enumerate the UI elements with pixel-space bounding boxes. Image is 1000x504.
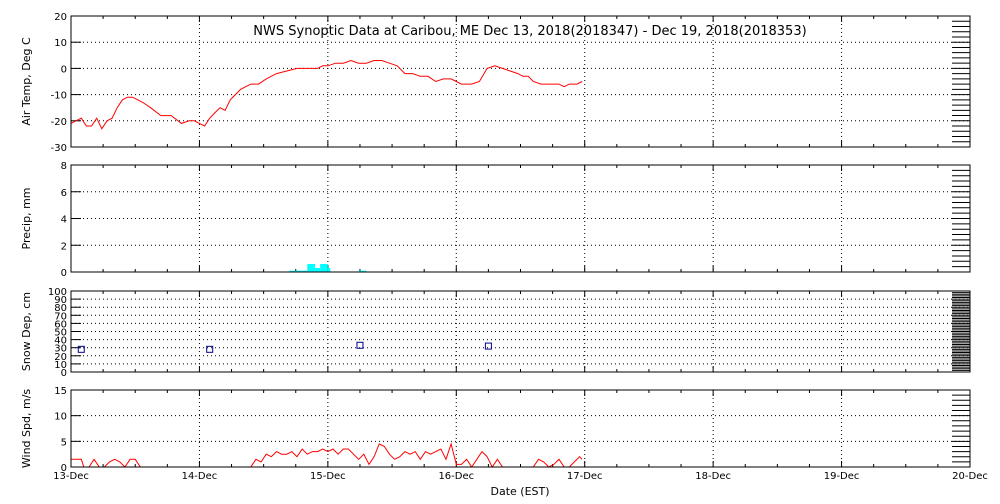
y-tick-label: 20 (54, 12, 67, 23)
wind-speed-line (71, 442, 583, 468)
y-tick-label: 2 (61, 241, 67, 252)
y-tick-label: 0 (61, 463, 67, 474)
plot-frame (70, 15, 971, 148)
plot-frame (70, 389, 971, 468)
y-tick-label: 90 (54, 295, 67, 306)
temperature-line (70, 59, 583, 130)
y-tick-label: 6 (61, 188, 67, 199)
x-axis-title: Date (EST) (490, 485, 549, 498)
y-tick-label: -30 (51, 143, 67, 154)
x-tick-label: 14-Dec (182, 471, 218, 482)
y-tick-label: 4 (61, 215, 67, 226)
plot-frame (70, 290, 971, 373)
precip-bar (320, 263, 328, 272)
y-axis-title: Wind Spd, m/s (20, 389, 33, 469)
y-tick-label: 30 (54, 344, 67, 355)
precip-bar (307, 263, 316, 272)
y-tick-label: 80 (54, 303, 67, 314)
snow-depth-point (206, 345, 214, 353)
x-tick-label: 20-Dec (952, 471, 988, 482)
plot-frame (70, 164, 971, 273)
precip-bar (315, 267, 321, 272)
x-tick-label: 17-Dec (567, 471, 603, 482)
precip-bar (289, 270, 308, 272)
y-tick-label: 20 (54, 352, 67, 363)
snow-depth-point (484, 342, 492, 350)
y-tick-label: -20 (51, 117, 67, 128)
precip-bar (327, 267, 331, 272)
y-tick-label: 0 (61, 64, 67, 75)
y-tick-label: 60 (54, 319, 67, 330)
y-tick-label: 0 (61, 268, 67, 279)
y-tick-label: 10 (54, 38, 67, 49)
y-tick-label: 8 (61, 161, 67, 172)
x-tick-label: 15-Dec (310, 471, 346, 482)
y-tick-label: 10 (54, 360, 67, 371)
x-tick-label: 19-Dec (824, 471, 860, 482)
y-tick-label: 40 (54, 336, 67, 347)
x-tick-label: 16-Dec (438, 471, 474, 482)
y-axis-title: Precip, mm (20, 188, 33, 250)
y-axis-title: Air Temp, Deg C (20, 37, 33, 126)
x-tick-label: 18-Dec (695, 471, 731, 482)
y-tick-label: 0 (61, 368, 67, 379)
y-tick-label: 70 (54, 311, 67, 322)
y-tick-label: -10 (51, 91, 67, 102)
y-tick-label: 10 (54, 412, 67, 423)
y-axis-title: Snow Dep, cm (20, 292, 33, 371)
x-tick-label: 13-Dec (53, 471, 89, 482)
snow-depth-point (77, 345, 85, 353)
y-tick-label: 50 (54, 328, 67, 339)
precip-bar (358, 270, 367, 272)
chart-title: NWS Synoptic Data at Caribou, ME Dec 13,… (253, 24, 806, 39)
snow-depth-point (356, 341, 364, 349)
y-tick-label: 5 (61, 437, 67, 448)
y-tick-label: 100 (48, 287, 67, 298)
y-tick-label: 15 (54, 386, 67, 397)
